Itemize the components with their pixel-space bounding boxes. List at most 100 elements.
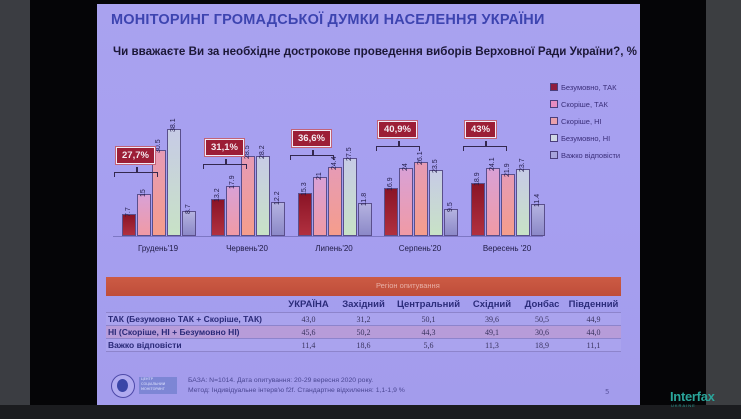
chart-legend: Безумовно, ТАК Скоріше, ТАК Скоріше, НІ Без… bbox=[550, 83, 620, 168]
bar-2 bbox=[399, 168, 413, 236]
column-header: Центральний bbox=[396, 299, 461, 310]
screen-bezel-left bbox=[0, 0, 30, 419]
bar-2 bbox=[313, 176, 327, 236]
row-label: Важко відповісти bbox=[106, 338, 281, 352]
category-label: Червень'20 bbox=[226, 244, 268, 253]
category-label: Вересень '20 bbox=[482, 244, 532, 253]
region-group-header: Регіон опитування bbox=[376, 281, 440, 290]
results-table: УКРАЇНА Західний Центральний Східний Дон… bbox=[106, 296, 621, 352]
organization-logo-icon bbox=[111, 374, 135, 398]
table-cell: 44,0 bbox=[566, 325, 621, 339]
table-row: Важко відповісти 11,4 18,6 5,6 11,3 18,9… bbox=[106, 338, 621, 352]
bar-5 bbox=[444, 209, 458, 236]
column-header: Південний bbox=[568, 299, 619, 310]
grouped-bar-chart: 7.7 15 30.5 38.1 8.7 27,7% Грудень'19 13.2 17.9 2… bbox=[97, 4, 640, 264]
bar-value-label: 18.9 bbox=[474, 172, 481, 186]
bracket-tick bbox=[398, 141, 400, 148]
row-label: ТАК (Безумовно ТАК + Скоріше, ТАК) bbox=[106, 312, 281, 326]
bar-3 bbox=[241, 155, 255, 236]
bar-value-label: 24 bbox=[402, 163, 409, 172]
logo-wordmark: ЦЕНТР СОЦІАЛЬНИЙ МОНІТОРИНГ bbox=[139, 377, 177, 394]
bar-value-label: 27.5 bbox=[346, 147, 353, 162]
bar-4 bbox=[429, 169, 443, 236]
table-cell: 11,3 bbox=[466, 338, 518, 352]
legend-swatch-icon bbox=[550, 100, 558, 108]
bar-3 bbox=[328, 167, 342, 236]
logo-emblem-icon bbox=[117, 379, 128, 392]
page-number: 5 bbox=[605, 388, 610, 396]
table-row: ТАК (Безумовно ТАК + Скоріше, ТАК) 43,0 … bbox=[106, 312, 621, 326]
legend-label: Скоріше, ТАК bbox=[561, 100, 608, 109]
column-header: Донбас bbox=[524, 299, 560, 310]
column-header: Східний bbox=[472, 299, 512, 310]
table-cell: 5,6 bbox=[391, 338, 466, 352]
legend-label: Безумовно, НІ bbox=[561, 134, 611, 143]
method-text: Метод: Індивідуальне інтерв'ю f2f. Станд… bbox=[188, 387, 405, 394]
table-cell: 30,6 bbox=[518, 325, 566, 339]
presentation-slide: МОНІТОРИНГ ГРОМАДСЬКОЇ ДУМКИ НАСЕЛЕННЯ У… bbox=[97, 4, 640, 405]
column-header: УКРАЇНА bbox=[288, 299, 329, 310]
bar-value-label: 24.1 bbox=[489, 157, 496, 172]
bar-3 bbox=[414, 162, 428, 236]
table-cell: 50,1 bbox=[391, 312, 466, 326]
bar-value-label: 9.5 bbox=[447, 202, 454, 213]
bar-value-label: 16.9 bbox=[387, 177, 394, 192]
table-cell: 11,4 bbox=[281, 338, 336, 352]
bar-value-label: 30.5 bbox=[155, 139, 162, 153]
interfax-watermark: Interfax UKRAINE bbox=[670, 388, 715, 408]
legend-swatch-icon bbox=[550, 83, 558, 91]
bottom-strip bbox=[0, 405, 741, 419]
legend-item: Безумовно, ТАК bbox=[550, 83, 620, 100]
legend-label: Важко відповісти bbox=[561, 151, 621, 160]
logo-text-line: ЦЕНТР bbox=[141, 377, 153, 381]
legend-item: Скоріше, НІ bbox=[550, 117, 620, 134]
table-row: НІ (Скоріше, НІ + Безумовно НІ) 45,6 50,… bbox=[106, 325, 621, 339]
legend-item: Важко відповісти bbox=[550, 151, 620, 168]
bar-5 bbox=[531, 203, 545, 236]
table-cell: 44,3 bbox=[391, 325, 466, 339]
bar-4 bbox=[256, 156, 270, 236]
bar-4 bbox=[343, 158, 357, 236]
table-cell: 49,1 bbox=[466, 325, 518, 339]
bar-value-label: 15.3 bbox=[301, 182, 308, 196]
table-cell: 45,6 bbox=[281, 325, 336, 339]
sum-percentage-badge: 27,7% bbox=[116, 146, 155, 164]
watermark-brand: Interfax bbox=[670, 389, 715, 404]
bar-1 bbox=[211, 198, 225, 236]
bar-value-label: 17.9 bbox=[229, 174, 236, 189]
bracket-tick bbox=[312, 149, 314, 156]
bar-value-label: 11.8 bbox=[361, 192, 368, 206]
sum-percentage-badge: 31,1% bbox=[205, 138, 244, 156]
logo-text-line: МОНІТОРИНГ bbox=[141, 387, 165, 391]
table-cell: 18,6 bbox=[336, 338, 391, 352]
bar-value-label: 23.7 bbox=[519, 158, 526, 173]
bar-value-label: 11.4 bbox=[534, 193, 541, 207]
column-header bbox=[106, 296, 281, 313]
bar-5 bbox=[358, 202, 372, 236]
table-cell: 50,5 bbox=[518, 312, 566, 326]
watermark-sub: UKRAINE bbox=[671, 403, 696, 408]
bar-1 bbox=[471, 182, 485, 236]
bar-1 bbox=[122, 214, 136, 236]
bar-value-label: 12.2 bbox=[274, 190, 281, 205]
table-cell: 18,9 bbox=[518, 338, 566, 352]
bar-4 bbox=[167, 128, 181, 236]
bar-2 bbox=[226, 185, 240, 236]
table-cell: 39,6 bbox=[466, 312, 518, 326]
bar-1 bbox=[384, 188, 398, 236]
bar-value-label: 23.5 bbox=[432, 159, 439, 173]
category-label: Липень'20 bbox=[315, 244, 353, 253]
x-axis-baseline bbox=[113, 236, 543, 237]
category-label: Грудень'19 bbox=[137, 244, 179, 253]
legend-item: Скоріше, ТАК bbox=[550, 100, 620, 117]
bar-2 bbox=[137, 193, 151, 236]
bar-value-label: 21.9 bbox=[504, 163, 511, 178]
category-label: Серпень'20 bbox=[398, 244, 442, 253]
bar-value-label: 28.2 bbox=[259, 145, 266, 160]
sum-percentage-badge: 36,6% bbox=[292, 129, 331, 147]
logo-text-line: СОЦІАЛЬНИЙ bbox=[141, 382, 166, 386]
sample-base-text: БАЗА: N=1014. Дата опитування: 20-29 вер… bbox=[188, 377, 374, 384]
bar-3 bbox=[152, 149, 166, 236]
sum-percentage-badge: 43% bbox=[465, 121, 497, 139]
bracket-tick bbox=[485, 141, 487, 148]
